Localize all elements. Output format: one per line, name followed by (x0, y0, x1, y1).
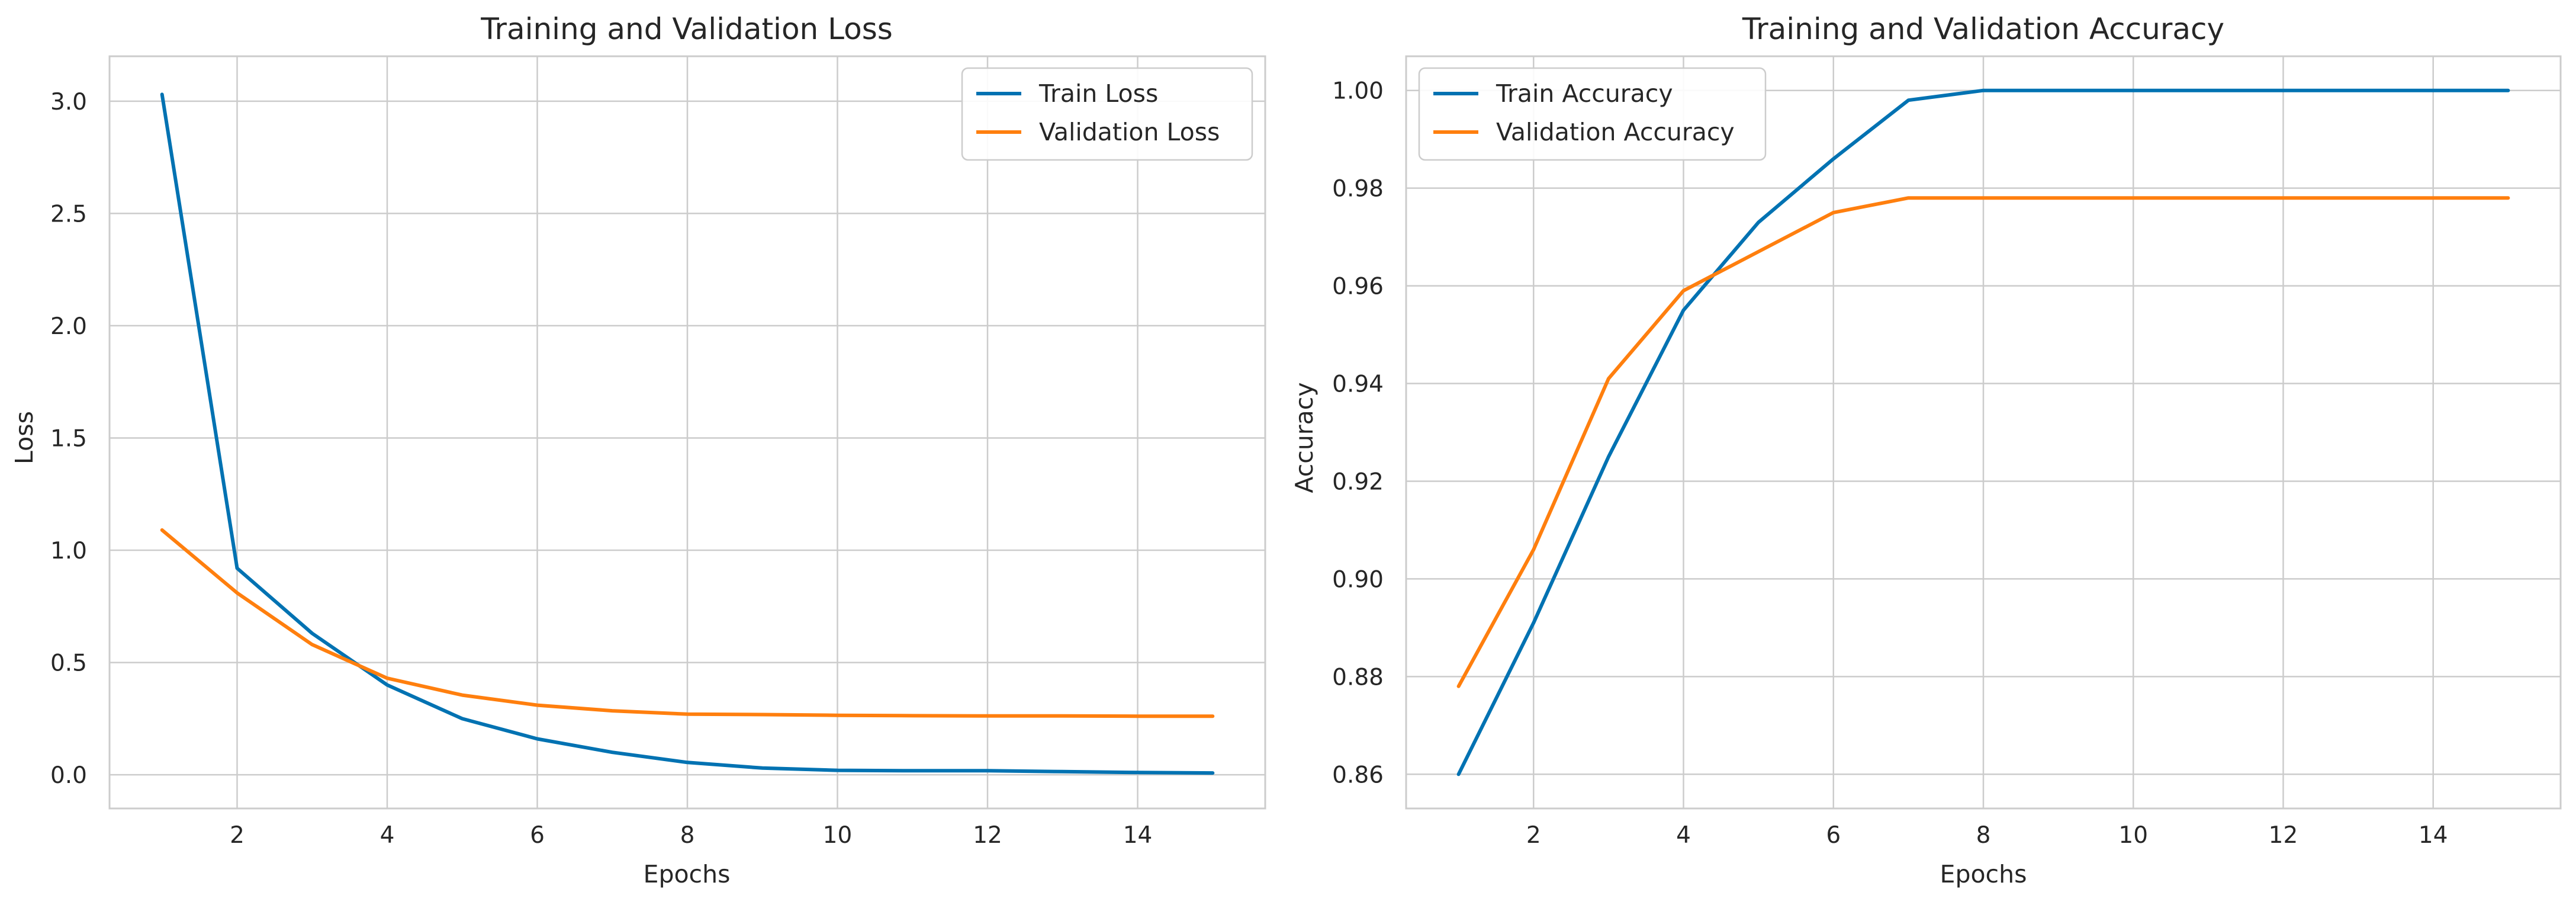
accuracy-x-tick-label: 12 (2269, 822, 2298, 849)
accuracy-y-tick-label: 0.88 (1332, 664, 1384, 691)
accuracy-legend: Train Accuracy Validation Accuracy (1418, 67, 1767, 161)
validation-loss-legend-label: Validation Loss (1039, 118, 1220, 146)
accuracy-y-axis-label: Accuracy (1290, 382, 1318, 493)
accuracy-y-tick-label: 1.00 (1332, 78, 1384, 105)
accuracy-x-tick-label: 6 (1826, 822, 1841, 849)
loss-y-tick-label: 2.5 (50, 201, 87, 227)
loss-plot-frame (108, 55, 1266, 810)
accuracy-y-tick-label: 0.92 (1332, 468, 1384, 495)
accuracy-x-axis-label: Epochs (1940, 860, 2027, 888)
loss-x-tick-label: 8 (680, 822, 695, 849)
loss-legend-box (961, 67, 1253, 161)
loss-y-tick-label: 1.5 (50, 425, 87, 452)
accuracy-chart: Training and Validation Accuracy Epochs … (1290, 12, 2562, 888)
loss-chart: Training and Validation Loss Epochs Loss… (10, 12, 1266, 888)
accuracy-x-tick-label: 2 (1526, 822, 1541, 849)
validation-accuracy-line (1456, 196, 2510, 688)
loss-x-tick-label: 4 (380, 822, 395, 849)
validation-accuracy-legend-label: Validation Accuracy (1496, 118, 1735, 146)
accuracy-chart-title: Training and Validation Accuracy (1742, 12, 2224, 46)
accuracy-y-tick-label: 0.98 (1332, 176, 1384, 203)
loss-y-tick-label: 1.0 (50, 538, 87, 564)
accuracy-legend-box (1418, 67, 1767, 161)
train-accuracy-line (1456, 88, 2510, 776)
accuracy-x-tick-label: 8 (1976, 822, 1991, 849)
loss-y-tick-label: 2.0 (50, 313, 87, 340)
loss-y-axis-label: Loss (10, 411, 38, 464)
loss-x-tick-label: 10 (823, 822, 853, 849)
validation-loss-line (160, 528, 1215, 718)
loss-x-tick-label: 6 (530, 822, 545, 849)
accuracy-y-tick-label: 0.94 (1332, 371, 1384, 398)
loss-x-tick-label: 12 (973, 822, 1002, 849)
loss-x-tick-label: 14 (1123, 822, 1153, 849)
loss-x-tick-label: 2 (230, 822, 245, 849)
loss-legend: Train Loss Validation Loss (961, 67, 1253, 161)
train-loss-line (160, 92, 1215, 775)
train-accuracy-legend-label: Train Accuracy (1496, 79, 1673, 108)
loss-y-tick-label: 0.5 (50, 650, 87, 677)
accuracy-x-tick-label: 10 (2118, 822, 2148, 849)
accuracy-y-tick-label: 0.90 (1332, 566, 1384, 593)
loss-chart-title: Training and Validation Loss (480, 12, 893, 46)
accuracy-plot-frame (1405, 55, 2562, 810)
accuracy-y-tick-label: 0.96 (1332, 274, 1384, 300)
loss-y-tick-label: 0.0 (50, 762, 87, 789)
loss-x-axis-label: Epochs (644, 860, 731, 888)
accuracy-x-tick-label: 4 (1676, 822, 1691, 849)
accuracy-x-tick-label: 14 (2419, 822, 2448, 849)
train-loss-legend-label: Train Loss (1038, 79, 1158, 108)
loss-y-tick-label: 3.0 (50, 89, 87, 115)
accuracy-y-tick-label: 0.86 (1332, 762, 1384, 788)
